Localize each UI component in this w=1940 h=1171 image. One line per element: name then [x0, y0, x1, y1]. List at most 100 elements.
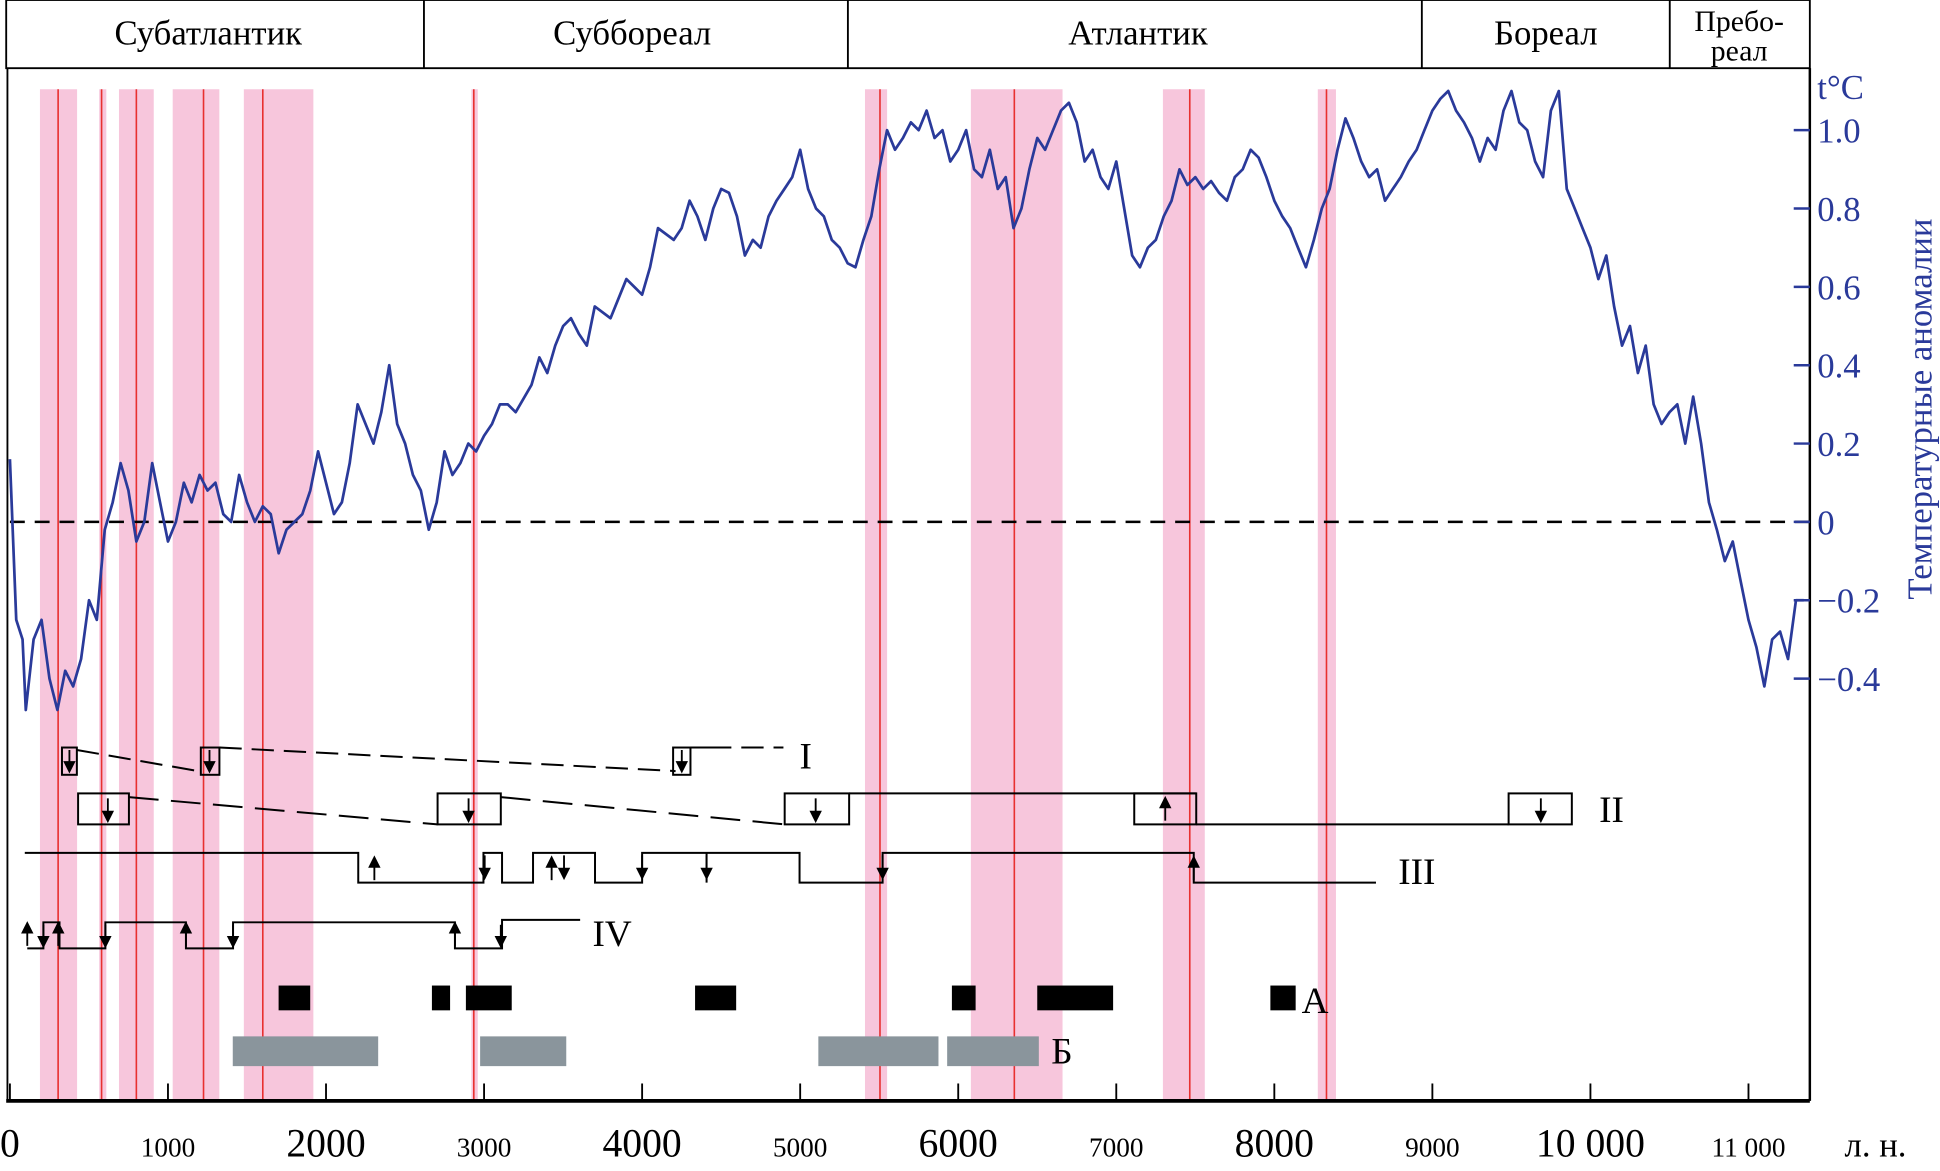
row-I-dash: [219, 746, 676, 773]
y-tick-label: 0.4: [1817, 347, 1860, 386]
arrow-down-icon: [876, 867, 889, 881]
x-tick-label: 2000: [286, 1122, 365, 1166]
pink-band: [243, 89, 314, 1100]
x-tick-label: 4000: [602, 1122, 681, 1166]
arrow-up-icon: [21, 921, 34, 934]
y-tick-label: −0.2: [1817, 582, 1880, 621]
x-tick-label: 7000: [1089, 1133, 1144, 1163]
period-atlantic: Атлантик: [1068, 14, 1208, 53]
arrow-down-icon: [809, 810, 822, 824]
x-axis-unit: л. н.: [1845, 1126, 1907, 1165]
x-tick-label: 10 000: [1536, 1122, 1645, 1166]
temperature-curve: [8, 89, 1804, 712]
period-header: Субатлантик Суббореал Атлантик Бореал Пр…: [5, 0, 1811, 70]
x-tick-label: 3000: [457, 1133, 512, 1163]
arrow-down-icon: [557, 867, 571, 881]
row-I-dash: [76, 749, 199, 773]
pink-band: [1162, 89, 1205, 1100]
bar-B: [480, 1036, 567, 1067]
bar-B: [232, 1036, 379, 1067]
y-tick-label: 0.8: [1817, 190, 1860, 229]
arrow-down-icon: [494, 935, 508, 949]
row-II: [77, 792, 1573, 826]
bar-A: [1037, 985, 1114, 1011]
period-boreal: Бореал: [1494, 14, 1597, 53]
x-tick-label: 9000: [1405, 1133, 1460, 1163]
bar-A: [695, 985, 737, 1011]
arrow-up-icon: [368, 855, 381, 868]
bar-A: [431, 985, 451, 1011]
period-header-frame: [5, 0, 1811, 70]
y-unit-label: t°C: [1817, 68, 1864, 107]
row-II-box: [1133, 792, 1198, 826]
arrow-up-icon: [1159, 795, 1172, 809]
arrow-up-icon: [545, 855, 558, 868]
row-label-I: I: [800, 737, 812, 778]
bar-A: [278, 985, 311, 1011]
row-I-box: [672, 746, 692, 776]
y-axis-ticks: 1.0 0.8 0.6 0.4 0.2 0 −0.2 −0.4: [1793, 112, 1880, 699]
row-I-box: [60, 746, 78, 776]
arrow-up-icon: [1187, 855, 1200, 868]
x-tick-label: 0: [0, 1122, 20, 1166]
arrow-down-icon: [203, 761, 216, 774]
arrow-down-icon: [478, 867, 491, 881]
bars: [232, 985, 1296, 1067]
arrow-up-icon: [448, 921, 462, 934]
arrow-down-icon: [37, 935, 50, 949]
arrows: [21, 750, 1548, 949]
y-tick-label: 1.0: [1817, 112, 1860, 151]
y-tick-label: 0.2: [1817, 425, 1860, 464]
arrow-up-icon: [52, 921, 65, 934]
period-subboreal: Суббореал: [553, 14, 711, 53]
arrow-down-icon: [675, 761, 688, 774]
pink-band: [970, 89, 1063, 1100]
pink-band: [864, 89, 888, 1100]
x-axis-ticks: 0 1000 2000 3000 4000 5000 6000 7000 8000 9000 10 …: [0, 1083, 1785, 1166]
y-tick-label: 0: [1817, 503, 1834, 542]
x-tick-label: 8000: [1235, 1122, 1314, 1166]
arrow-down-icon: [226, 935, 240, 949]
x-tick-label: 6000: [919, 1122, 998, 1166]
bar-A: [1270, 985, 1296, 1011]
row-label-II: II: [1599, 790, 1624, 831]
arrow-down-icon: [635, 867, 649, 881]
row-label-III: III: [1398, 852, 1435, 893]
bar-A: [465, 985, 512, 1011]
period-preboreal-1: Пребо-: [1694, 5, 1783, 38]
y-tick-label: −0.4: [1817, 660, 1880, 699]
bar-A: [951, 985, 976, 1011]
row-label-IV: IV: [593, 914, 632, 955]
row-II-box: [436, 792, 502, 826]
y-tick-label: 0.6: [1817, 268, 1860, 307]
arrow-down-icon: [99, 935, 112, 949]
period-preboreal-2: реал: [1711, 35, 1768, 68]
row-I: [60, 746, 784, 776]
arrow-down-icon: [1534, 810, 1548, 824]
arrow-down-icon: [462, 810, 475, 824]
row-II-box: [77, 792, 130, 826]
red-lines: [57, 89, 1328, 1100]
arrow-down-icon: [101, 810, 115, 824]
bar-B: [947, 1036, 1039, 1067]
bar-B: [818, 1036, 939, 1067]
row-II-box: [1507, 792, 1573, 826]
pink-bands: [39, 89, 1336, 1100]
row-label-A: А: [1302, 981, 1329, 1022]
row-II-dash: [128, 796, 438, 826]
row-II-box: [783, 792, 851, 826]
x-tick-label: 5000: [773, 1133, 828, 1163]
row-II-dash: [500, 796, 785, 826]
row-I-box: [199, 746, 221, 776]
arrow-up-icon: [179, 921, 193, 934]
arrow-down-icon: [700, 867, 713, 881]
period-subatlantic: Субатлантик: [114, 14, 302, 53]
pink-band: [172, 89, 220, 1100]
pink-band: [99, 89, 107, 1100]
arrow-down-icon: [63, 761, 76, 774]
x-tick-label: 11 000: [1711, 1133, 1785, 1163]
row-label-B: Б: [1051, 1032, 1072, 1073]
x-tick-label: 1000: [141, 1133, 196, 1163]
y-axis-title: Температурные аномалии: [1900, 219, 1939, 600]
